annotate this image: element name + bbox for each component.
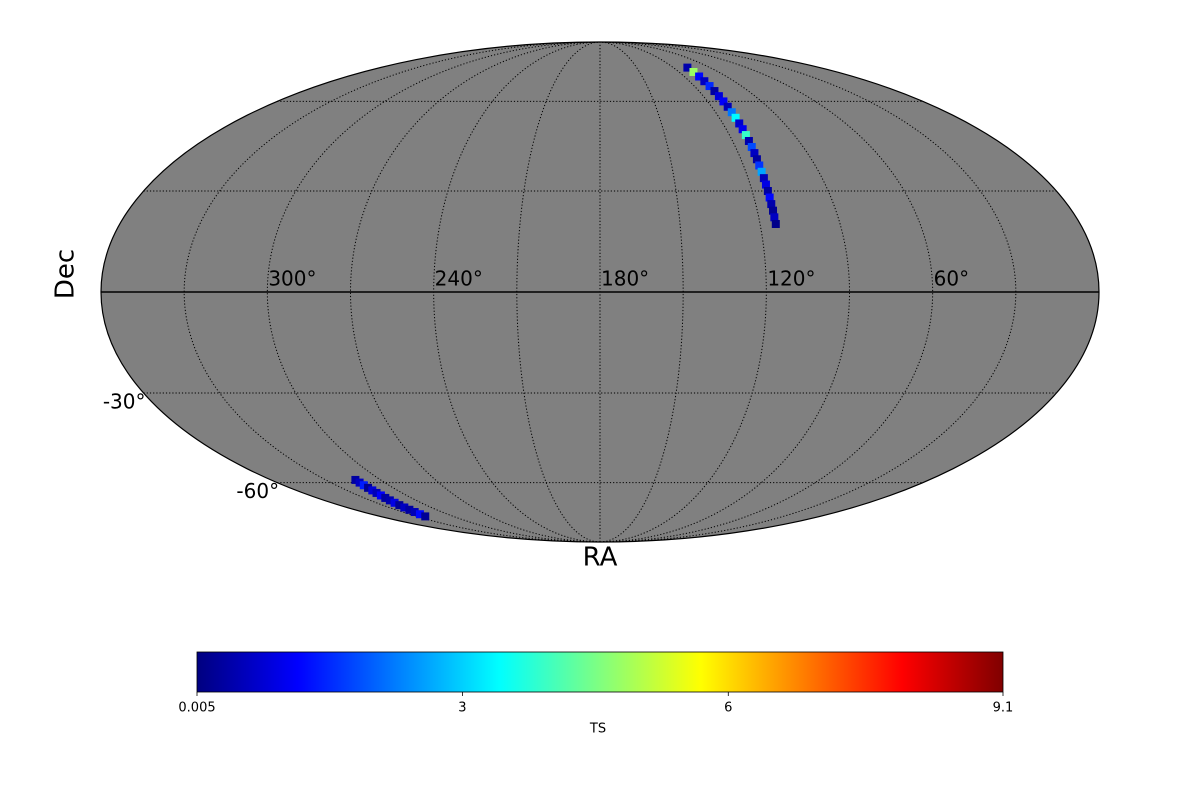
meridian-grid-line [183,41,601,543]
sky-pixel [765,193,774,202]
sky-pixel [410,508,419,517]
sky-pixel [405,505,414,514]
colorbar-label: TS [589,722,606,737]
sky-pixel [700,77,709,86]
colorbar-tick-label: 6 [724,701,732,716]
sky-pixel [735,119,744,128]
sky-pixel [376,491,385,500]
sky-pixel [731,113,740,122]
sky-pixel [759,174,768,183]
ra-tick-label: 180° [601,267,649,291]
sky-pixel [355,478,364,487]
sky-pixel [364,483,373,492]
sky-pixel [359,481,368,490]
dec-tick-label: -60° [236,479,279,503]
ra-tick-label: 60° [934,267,969,291]
ra-tick-label: 120° [767,267,815,291]
sky-pixel [415,510,424,519]
ra-tick-label: 300° [268,267,316,291]
sky-pixel [769,206,778,215]
sky-pixel [750,149,759,158]
sky-pixel [689,67,698,76]
sky-pixel [351,475,360,484]
sky-pixel [421,512,430,521]
colorbar-tick-label: 0.005 [178,701,215,716]
colorbar-tick-label: 9.1 [993,701,1014,716]
sky-pixel [683,63,692,72]
sky-pixel [744,136,753,145]
sky-pixel [710,87,719,96]
sky-pixel [761,180,770,189]
x-axis-label: RA [583,543,618,573]
sky-pixel [714,92,723,101]
dec-tick-label: -30° [103,389,146,413]
sky-pixel [381,493,390,502]
ra-tick-label: 240° [435,267,483,291]
sky-pixel [390,498,399,507]
sky-pixel [372,488,381,497]
sky-pixel [385,496,394,505]
sky-pixel [738,125,747,134]
sky-pixel [395,501,404,510]
sky-pixel [763,187,772,196]
sky-boundary [100,41,1100,543]
sky-pixel [747,143,756,152]
sky-pixel [757,167,766,176]
sky-pixel [741,131,750,140]
sky-pixel [705,82,714,91]
sky-pixel [695,72,704,81]
sky-pixel [755,161,764,170]
sky-pixel [368,486,377,495]
sky-pixel [723,102,732,111]
sky-pixel [727,108,736,117]
sky-pixel [719,97,728,106]
sky-pixel [771,219,780,228]
sky-pixel [767,200,776,209]
sky-pixel [770,213,779,222]
y-axis-label: Dec [51,249,81,299]
colorbar-tick-label: 3 [458,701,466,716]
sky-pixel [752,155,761,164]
sky-pixel [400,503,409,512]
meridian-grid-line [349,41,601,543]
colorbar [196,651,1004,693]
